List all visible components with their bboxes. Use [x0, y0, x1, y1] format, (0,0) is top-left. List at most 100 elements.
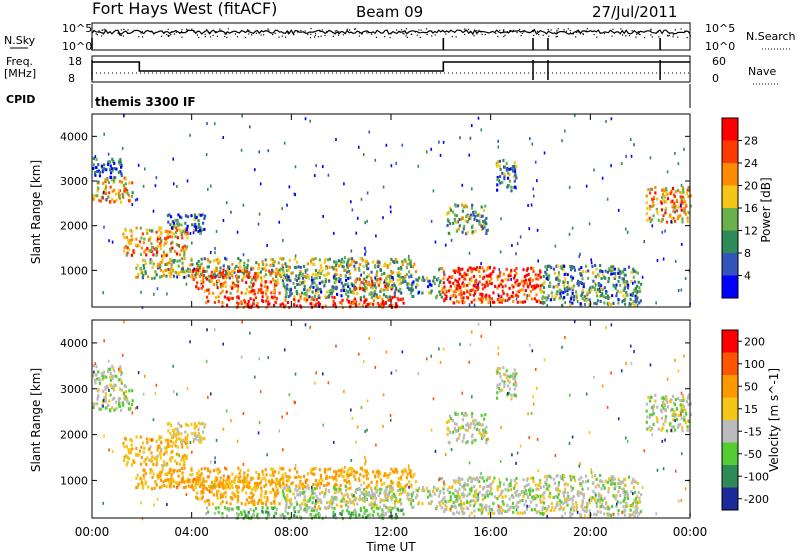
power-cell	[527, 272, 530, 276]
power-cell	[456, 270, 460, 274]
noise-dot	[451, 36, 453, 38]
power-cell	[622, 280, 625, 284]
velocity-cell	[185, 436, 189, 440]
velocity-cell	[425, 486, 429, 490]
power-cell	[264, 280, 267, 284]
velocity-cell	[136, 473, 139, 477]
power-cell	[607, 280, 610, 284]
velocity-cell	[390, 498, 393, 502]
power-ytick-label: 2000	[60, 220, 88, 233]
velocity-cell	[169, 432, 172, 436]
power-cell	[665, 220, 669, 224]
power-cell	[451, 210, 455, 214]
power-cell	[370, 295, 373, 299]
velocity-cell	[128, 389, 131, 393]
power-cell	[184, 221, 187, 225]
velocity-cell	[358, 494, 361, 498]
power-cell	[515, 271, 518, 275]
power-cell	[249, 275, 252, 279]
velocity-cell	[517, 500, 521, 504]
power-cell	[392, 259, 395, 263]
velocity-cell	[168, 470, 171, 475]
power-cell	[650, 218, 654, 222]
velocity-cell	[601, 502, 604, 506]
power-cell	[216, 279, 220, 283]
velocity-cell	[407, 480, 411, 484]
velocity-cell	[113, 408, 116, 412]
power-cell	[513, 274, 517, 278]
power-cell	[252, 275, 256, 279]
power-cell	[623, 298, 626, 302]
power-cell	[539, 284, 542, 288]
power-cell	[250, 285, 253, 289]
power-cell	[253, 289, 256, 293]
power-cell	[282, 284, 285, 288]
power-cell	[367, 262, 370, 266]
power-cell	[559, 265, 562, 269]
velocity-cell	[482, 479, 486, 483]
velocity-cell	[502, 502, 505, 506]
power-cell	[636, 299, 639, 303]
power-cell	[523, 275, 527, 279]
velocity-cell	[269, 483, 272, 487]
power-cell	[150, 242, 153, 246]
velocity-cell	[212, 469, 216, 473]
power-cell	[284, 295, 287, 299]
power-cell	[591, 264, 594, 268]
power-cell	[621, 300, 624, 304]
velocity-cell	[483, 494, 486, 498]
power-cell	[598, 289, 601, 293]
velocity-cell	[215, 493, 218, 497]
velocity-cell	[571, 502, 574, 506]
power-cell	[324, 277, 327, 281]
power-cell	[350, 300, 353, 304]
power-cell	[649, 205, 652, 209]
velocity-cell	[341, 467, 344, 471]
power-cell	[131, 238, 134, 242]
power-cell	[202, 267, 205, 271]
velocity-cell	[388, 486, 392, 490]
velocity-cell	[490, 492, 493, 496]
noise-dot	[426, 33, 428, 36]
power-cell	[293, 303, 296, 307]
velocity-cell	[361, 515, 364, 519]
velocity-cell	[582, 492, 585, 496]
velocity-cell	[324, 467, 327, 471]
velocity-cell	[390, 489, 393, 493]
velocity-cell	[289, 504, 292, 508]
power-cell	[226, 268, 229, 272]
power-cell	[314, 291, 317, 295]
power-cell	[356, 277, 359, 281]
power-cell	[470, 269, 473, 273]
power-cell	[564, 129, 566, 133]
power-cell	[462, 205, 466, 209]
power-cell	[230, 210, 232, 214]
power-cell	[109, 171, 113, 175]
velocity-cell	[391, 514, 394, 518]
velocity-cell	[489, 492, 492, 496]
cpid-panel: CPID themis 3300 IF	[6, 84, 691, 109]
velocity-cell	[126, 396, 129, 401]
noise-dot	[127, 29, 129, 31]
noise-dot	[317, 36, 320, 38]
power-cell	[286, 301, 290, 305]
power-cell	[474, 210, 477, 214]
velocity-cell	[362, 481, 366, 485]
noise-dot	[406, 36, 409, 38]
velocity-cell	[478, 479, 481, 484]
power-cell	[481, 299, 484, 303]
power-cell	[498, 274, 501, 278]
noise-dot	[495, 32, 497, 35]
power-cell	[284, 275, 287, 279]
velocity-cell	[219, 493, 223, 497]
power-cell	[463, 291, 466, 295]
velocity-cell	[585, 505, 589, 509]
power-ylabel: Slant Range [km]	[29, 160, 43, 264]
velocity-cell	[490, 487, 493, 491]
velocity-cell	[172, 469, 175, 473]
velocity-cell	[377, 507, 380, 511]
velocity-cell	[539, 498, 542, 502]
power-cell	[528, 282, 532, 286]
power-cell	[593, 286, 596, 290]
